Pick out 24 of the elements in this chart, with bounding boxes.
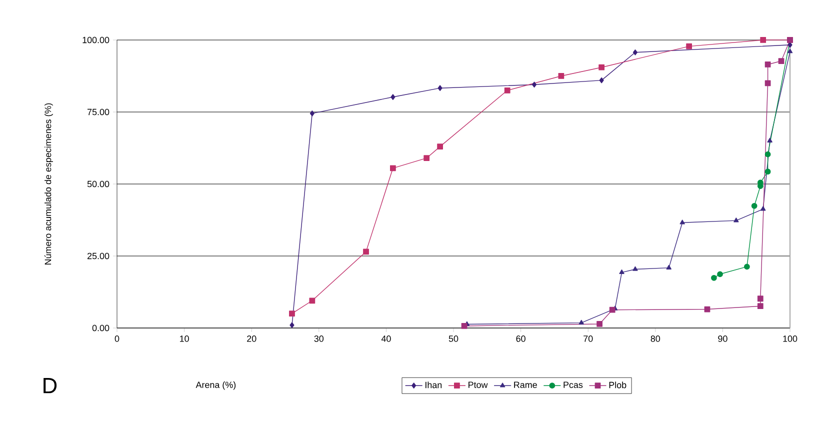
x-tick-label: 0: [114, 336, 120, 342]
legend-label: Ihan: [426, 382, 442, 388]
x-tick-label: 40: [381, 336, 391, 342]
x-tick-label: 80: [650, 336, 660, 342]
y-tick-label: 75.00: [88, 108, 110, 116]
y-axis-title: Número acumulado de especimenes (%): [44, 103, 53, 264]
text: D: [44, 378, 57, 394]
legend-label: Pcas: [564, 382, 583, 388]
x-tick-label: 20: [247, 336, 256, 342]
x-tick-label: 70: [584, 336, 593, 342]
legend-label: Ptow: [468, 382, 488, 388]
x-tick-label: 100: [783, 336, 798, 342]
legend-label: Rame: [514, 382, 537, 388]
x-tick-label: 10: [180, 336, 189, 342]
y-tick-label: 0.00: [92, 324, 110, 332]
x-tick-label: 30: [314, 336, 324, 342]
y-tick-label: 100.00: [82, 36, 110, 44]
x-tick-label: 50: [448, 336, 458, 342]
x-tick-label: 60: [516, 336, 526, 342]
x-tick-label: 90: [718, 336, 728, 342]
x-axis-title: Arena (%): [196, 381, 236, 390]
y-tick-label: 25.00: [88, 252, 110, 260]
y-tick-label: 50.00: [87, 180, 110, 188]
legend-label: Plob: [609, 382, 626, 388]
